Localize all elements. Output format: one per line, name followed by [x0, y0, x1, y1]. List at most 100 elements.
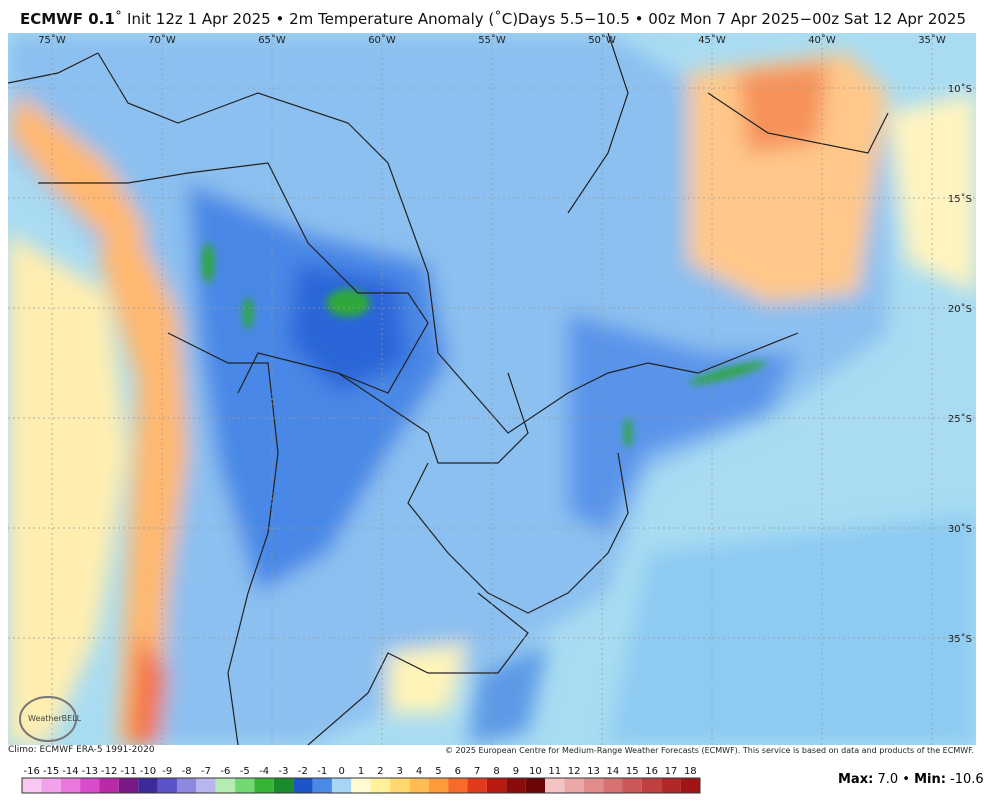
- colorbar-label: 13: [587, 766, 600, 777]
- color-swatch: [215, 778, 236, 793]
- colorbar-label: -6: [220, 766, 230, 777]
- lon-label: 35˚W: [918, 34, 946, 46]
- color-swatch: [138, 778, 158, 793]
- logo: WeatherBELL: [19, 696, 82, 742]
- colorbar-label: 2: [377, 766, 383, 777]
- colorbar-label: -14: [62, 766, 78, 777]
- borders: [8, 33, 889, 745]
- logo-text: WeatherBELL: [28, 714, 82, 723]
- coordinate-labels: 75˚W 70˚W 65˚W 60˚W 55˚W 50˚W 45˚W 40˚W 35˚W 10˚S…: [38, 34, 972, 645]
- color-swatch: [273, 778, 294, 793]
- graticule: [8, 33, 976, 745]
- colorbar-label: 17: [665, 766, 678, 777]
- color-swatch: [41, 778, 61, 793]
- color-swatch: [680, 778, 700, 793]
- logo-ring: [19, 696, 77, 742]
- colorbar-label: 14: [606, 766, 619, 777]
- lon-label: 60˚W: [368, 34, 396, 46]
- color-swatch: [486, 778, 507, 793]
- colorbar-label: -5: [240, 766, 250, 777]
- lon-label: 70˚W: [148, 34, 176, 46]
- valid-period: Days 5.5−10.5 • 00z Mon 7 Apr 2025−00z S…: [517, 10, 966, 28]
- colorbar-label: -7: [201, 766, 211, 777]
- colorbar-label: -2: [298, 766, 308, 777]
- color-swatch: [176, 778, 197, 793]
- color-swatch: [312, 778, 332, 793]
- stat-text: Max:: [838, 772, 874, 787]
- color-swatch: [603, 778, 623, 793]
- colorbar-label: -4: [259, 766, 269, 777]
- lat-label: 25˚S: [948, 413, 972, 425]
- map: 75˚W 70˚W 65˚W 60˚W 55˚W 50˚W 45˚W 40˚W 35˚W 10˚S…: [8, 33, 976, 745]
- color-swatch: [99, 778, 119, 793]
- color-swatch: [293, 778, 313, 793]
- colorbar-label: 15: [626, 766, 639, 777]
- lon-label: 55˚W: [478, 34, 506, 46]
- colorbar-label: 6: [455, 766, 461, 777]
- colorbar-frame: [21, 777, 701, 794]
- colorbar-label: -13: [82, 766, 98, 777]
- colorbar-label: 11: [548, 766, 561, 777]
- color-swatch: [331, 778, 352, 793]
- colorbar-label: 16: [645, 766, 658, 777]
- color-swatch: [467, 778, 487, 793]
- colorbar-label: -11: [120, 766, 136, 777]
- color-swatch: [661, 778, 681, 793]
- stat-text: 7.0 •: [877, 772, 910, 787]
- anomaly-field: [8, 33, 976, 745]
- stats: Max: 7.0 • Min: -10.6: [838, 772, 984, 787]
- model-name: ECMWF 0.1: [20, 10, 115, 28]
- lat-label: 20˚S: [948, 303, 972, 315]
- colorbar-label: 3: [397, 766, 403, 777]
- colorbar-label: -10: [140, 766, 156, 777]
- stat-text: Min:: [914, 772, 946, 787]
- colorbar-label: 4: [416, 766, 422, 777]
- lon-label: 50˚W: [588, 34, 616, 46]
- cold-spots: [202, 243, 767, 448]
- color-swatch: [22, 778, 42, 793]
- title-rest: ˚ Init 12z 1 Apr 2025 • 2m Temperature A…: [114, 10, 519, 28]
- title: ECMWF 0.1˚ Init 12z 1 Apr 2025 • 2m Temp…: [20, 10, 518, 28]
- color-swatch: [583, 778, 604, 793]
- colorbar: -16 -15 -14 -13 -12 -11 -10 -9 -8 -7 -6 -5 -4 -3 -2 -1 0…: [21, 766, 701, 794]
- color-swatch: [525, 778, 546, 793]
- lat-label: 10˚S: [948, 83, 972, 95]
- colorbar-label: -8: [182, 766, 192, 777]
- color-swatch: [506, 778, 526, 793]
- color-swatch: [254, 778, 274, 793]
- lon-label: 65˚W: [258, 34, 286, 46]
- colorbar-label: -15: [43, 766, 59, 777]
- color-swatch: [390, 778, 410, 793]
- colorbar-label: 1: [358, 766, 364, 777]
- color-swatch: [235, 778, 255, 793]
- lon-label: 40˚W: [808, 34, 836, 46]
- color-swatch: [351, 778, 371, 793]
- color-swatch: [370, 778, 391, 793]
- color-swatch: [60, 778, 81, 793]
- climo-note: Climo: ECMWF ERA-5 1991-2020: [8, 745, 155, 755]
- color-swatch: [448, 778, 468, 793]
- colorbar-label: 7: [474, 766, 480, 777]
- colorbar-label: 10: [529, 766, 542, 777]
- colorbar-label: 9: [513, 766, 519, 777]
- stat-text: -10.6: [950, 772, 984, 787]
- lat-label: 15˚S: [948, 193, 972, 205]
- color-swatch: [409, 778, 429, 793]
- colorbar-label: 0: [338, 766, 344, 777]
- copyright: © 2025 European Centre for Medium-Range …: [445, 746, 974, 755]
- lon-label: 75˚W: [38, 34, 66, 46]
- colorbar-label: -16: [24, 766, 40, 777]
- color-swatch: [118, 778, 139, 793]
- color-swatch: [428, 778, 449, 793]
- color-swatch: [196, 778, 216, 793]
- lon-label: 45˚W: [698, 34, 726, 46]
- colorbar-label: 5: [435, 766, 441, 777]
- colorbar-label: -1: [317, 766, 327, 777]
- color-swatch: [80, 778, 100, 793]
- color-swatch: [564, 778, 584, 793]
- colorbar-label: 12: [568, 766, 581, 777]
- color-swatch: [641, 778, 662, 793]
- colorbar-label: 8: [493, 766, 499, 777]
- colorbar-label: -9: [162, 766, 172, 777]
